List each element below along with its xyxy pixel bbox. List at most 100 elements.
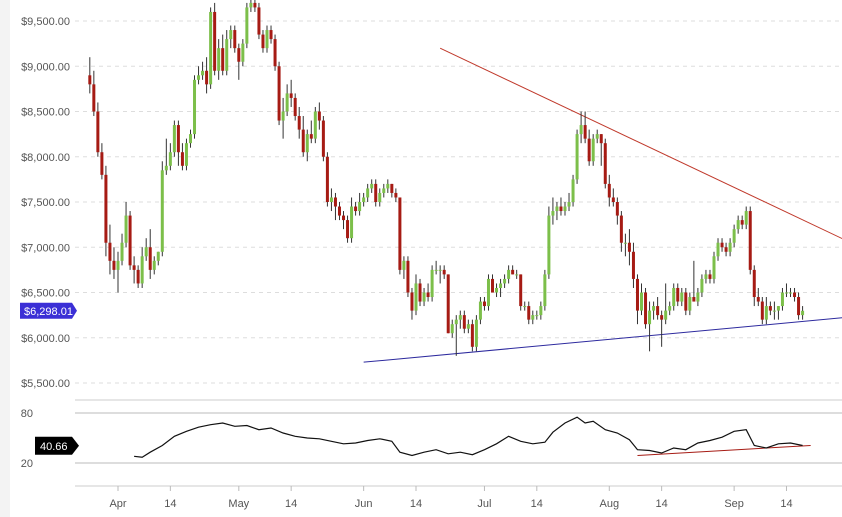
candle-down [309,120,313,144]
price-grid [75,20,842,487]
candle-up [402,256,406,279]
candle-up [350,197,354,243]
candle-body [233,30,237,49]
candle-up [744,206,748,230]
candle-body [229,30,233,40]
candle-body [756,297,760,302]
candle-body [640,292,644,311]
candle-body [317,111,321,121]
rsi-value-badge-shape [35,436,79,455]
candle-down [233,25,237,53]
candle-body [100,152,104,175]
candle-up [474,315,478,352]
time-axis-label: Sep [724,498,744,510]
candle-body [273,39,277,67]
candle-body [414,283,418,311]
candle-down [611,188,615,207]
rsi-value-label: 40.66 [40,441,68,453]
candle-down [470,319,474,352]
candle-down [519,274,523,311]
candle-body [305,134,309,153]
candle-up [386,179,390,193]
candle-body [313,111,317,139]
candle-body [321,120,325,157]
candle-up [704,269,708,284]
candle-up [784,283,788,298]
candle-down [257,2,261,40]
candle-body [595,134,599,139]
candle-body [507,269,511,279]
candle-up [281,97,285,139]
candle-down [337,202,341,221]
candle-body [555,206,559,212]
candle-up [438,265,442,284]
candle-down [237,43,241,80]
candle-body [478,301,482,320]
candle-down [418,278,422,307]
candle-body [801,310,805,316]
candle-body [148,247,152,270]
candle-body [438,269,442,271]
candle-down [603,138,607,189]
candle-down [374,179,378,207]
candle-body [535,315,539,317]
candle-up [700,274,704,298]
candle-down [325,152,329,207]
candle-body [253,2,257,8]
candle-body [692,297,696,302]
candle-body [188,134,192,144]
candle-up [201,61,205,80]
candle-down [692,260,696,302]
candle-body [378,192,382,202]
candle-down [317,102,321,130]
rsi-grid [75,412,842,464]
candle-body [627,242,631,252]
candle-up [430,265,434,302]
time-axis-label: Jun [355,498,373,510]
candle-up [736,215,740,234]
candle-down [756,287,760,307]
candle-up [168,143,172,171]
candle-up [229,25,233,49]
candle-up [543,269,547,311]
candle-up [156,251,160,266]
candle-down [559,197,563,216]
candle-up [124,202,128,248]
candle-up [466,319,470,334]
candle-body [104,174,108,243]
candle-body [329,197,333,202]
candle-body [575,134,579,180]
candle-body [527,306,531,320]
candle-down [656,297,660,320]
candle-down [176,120,180,166]
candle-body [434,269,438,271]
candle-down [631,242,635,288]
candle-body [780,292,784,307]
candle-up [362,192,366,207]
candle-up [172,120,176,157]
candle-body [724,247,728,252]
candle-up [458,310,462,329]
candle-up [539,301,543,320]
candle-up [245,2,249,49]
candle-body [495,287,499,293]
rsi-series [134,416,803,458]
candle-down [748,206,752,275]
candle-body [591,138,595,162]
candle-up [623,233,627,257]
candle-down [644,287,648,329]
candle-down [607,174,611,207]
candle-body [180,152,184,166]
candle-body [309,134,313,139]
candle-down [96,102,100,157]
candle-body [88,75,92,85]
candle-body [209,11,213,85]
candle-body [716,242,720,257]
candle-body [176,125,180,153]
candle-down [293,93,297,121]
price-tick-label: $7,500.00 [21,197,70,209]
candle-up [640,283,644,316]
candle-body [346,220,350,239]
candle-body [696,292,700,302]
candle-down [390,183,394,198]
